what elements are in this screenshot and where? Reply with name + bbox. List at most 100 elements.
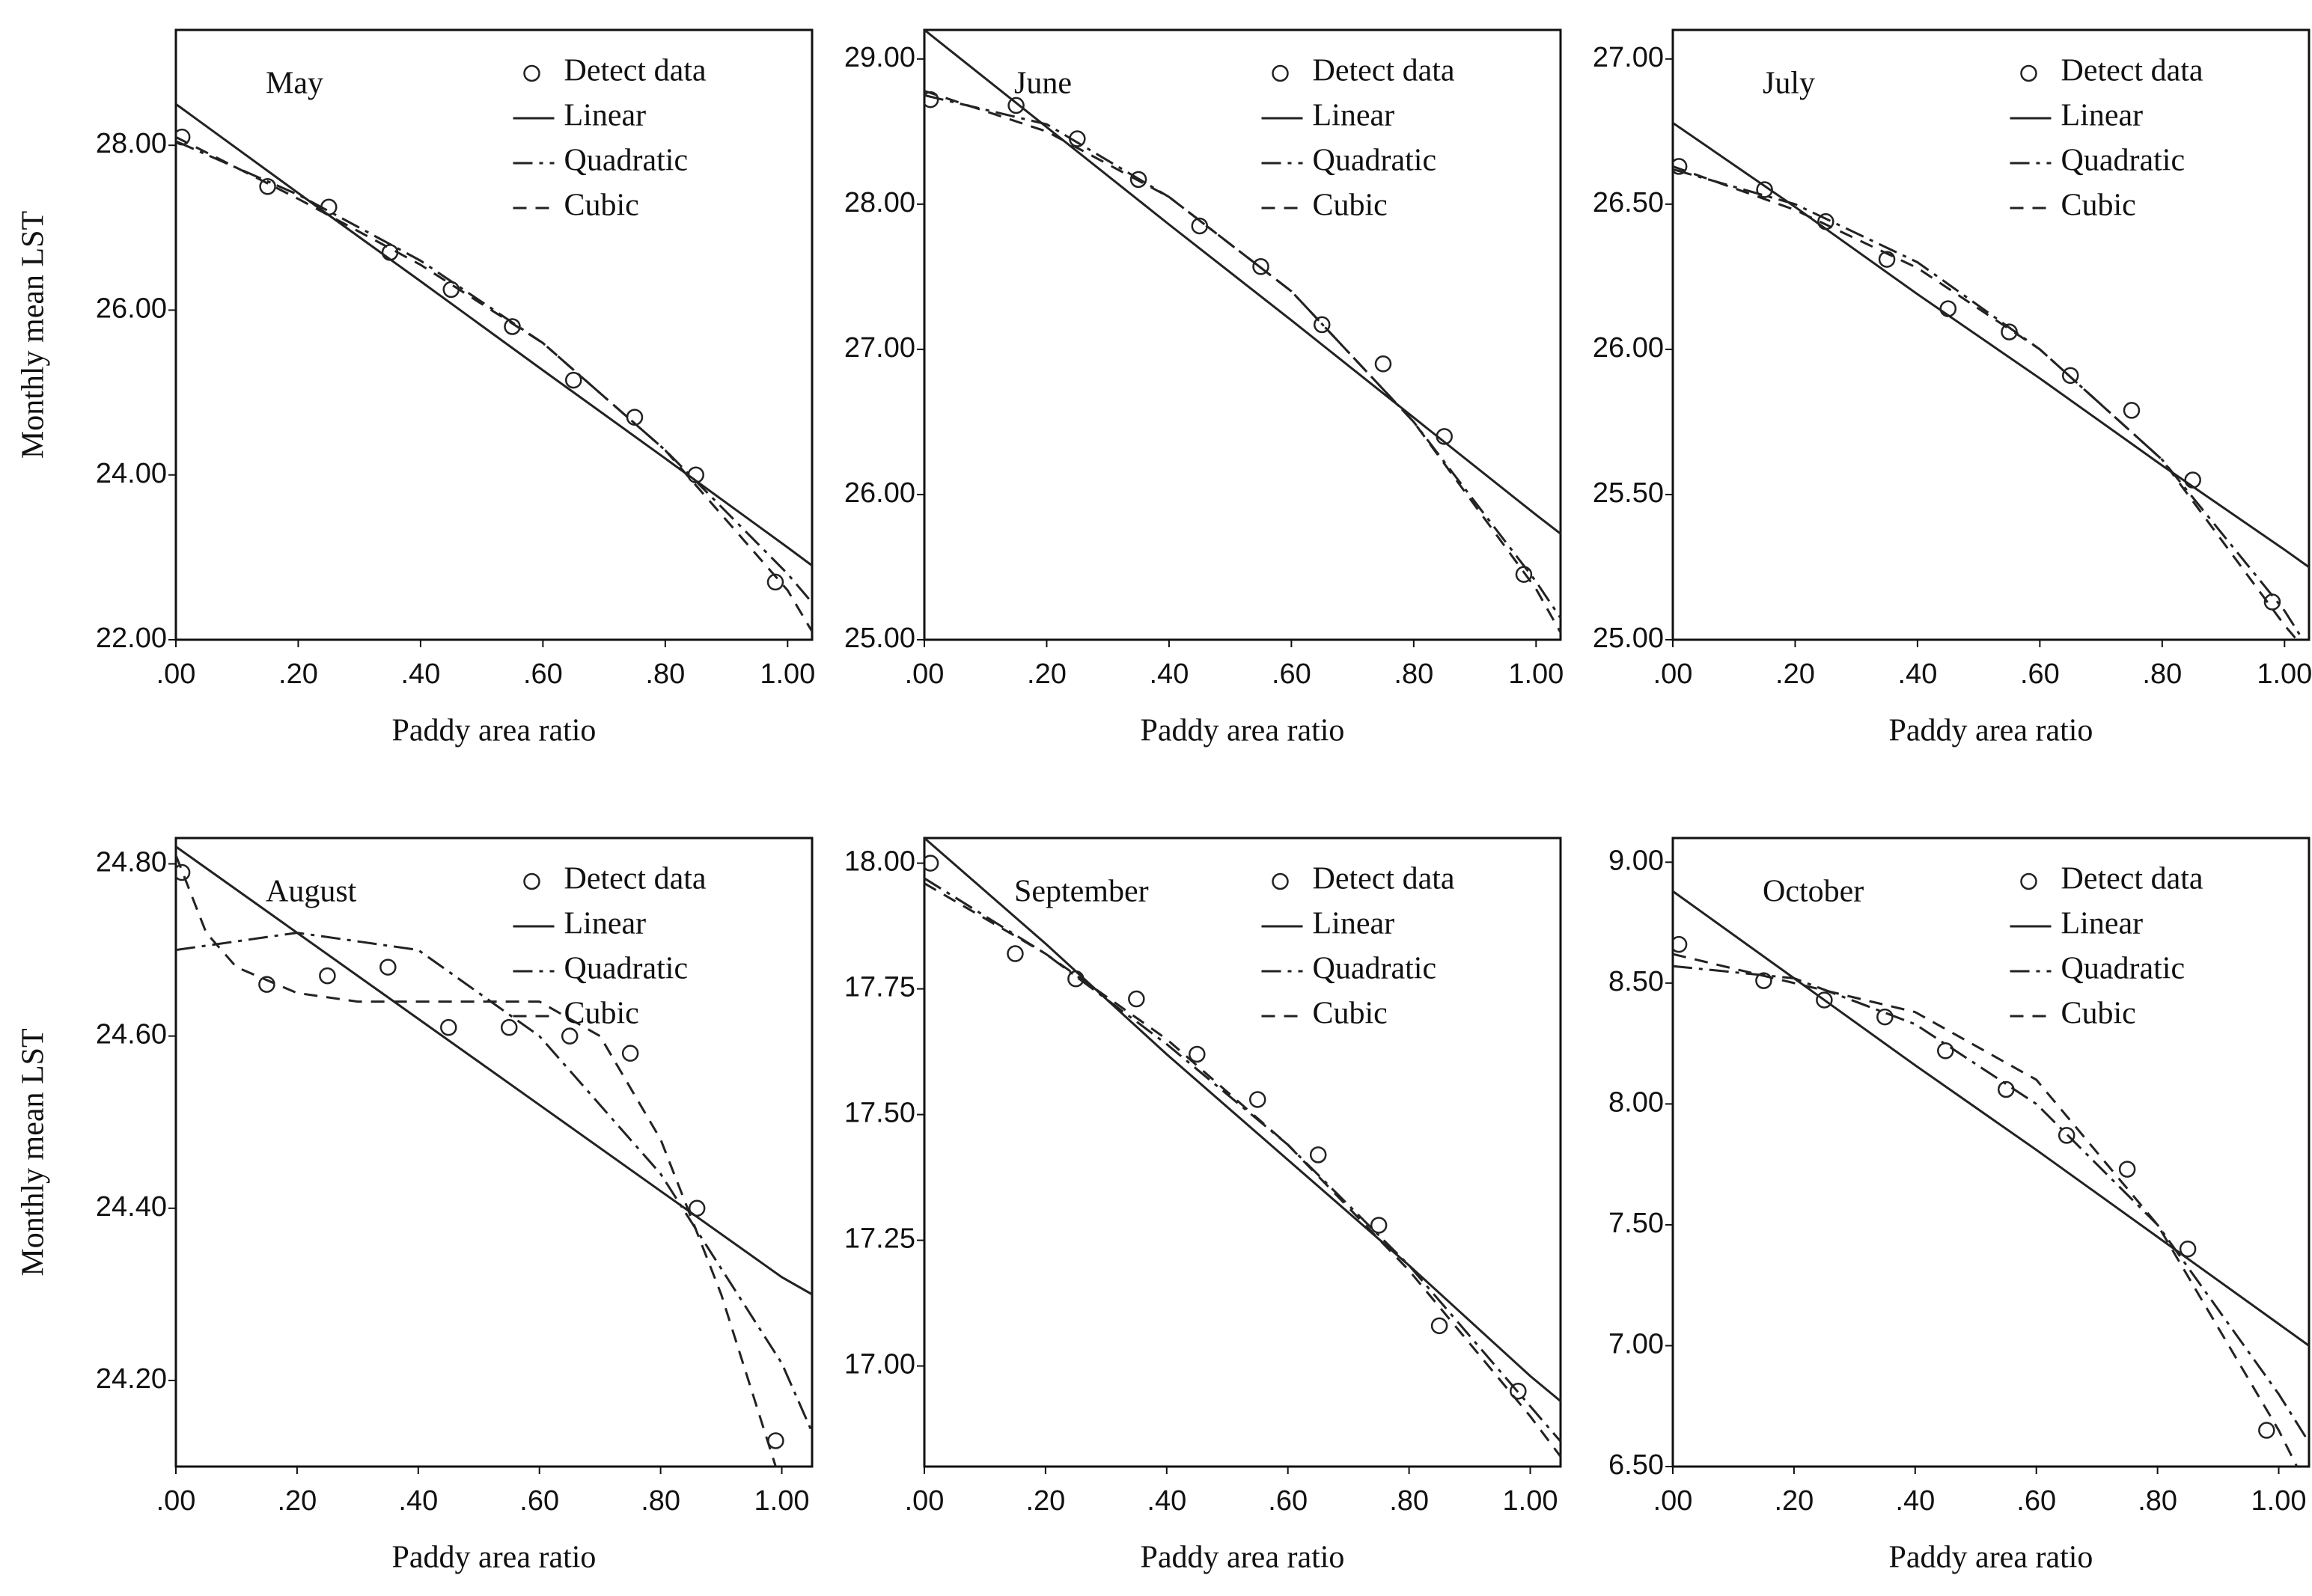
legend-label: Quadratic — [2061, 952, 2186, 986]
panel-title: October — [1763, 875, 1864, 909]
y-tick-label: 27.00 — [844, 332, 915, 364]
data-point — [1252, 258, 1269, 275]
y-tick-label: 24.40 — [96, 1191, 167, 1223]
x-tick-label: .20 — [1774, 1485, 1814, 1517]
fit-line — [176, 846, 812, 1296]
plot-area — [1673, 890, 2309, 1467]
data-point — [1997, 1080, 2015, 1098]
x-tick-label: 1.00 — [1508, 658, 1564, 690]
legend-label: Quadratic — [1313, 952, 1437, 986]
x-tick-label: .60 — [1268, 1485, 1308, 1517]
data-point — [1007, 945, 1024, 962]
y-tick-label: 24.00 — [96, 458, 167, 489]
y-tick-label: 26.00 — [844, 477, 915, 509]
data-point — [1673, 935, 1688, 953]
y-tick-label: 7.00 — [1608, 1328, 1664, 1360]
plot-frame — [1671, 28, 2311, 641]
data-point — [1755, 972, 1772, 989]
data-point — [2179, 1240, 2197, 1258]
y-axis-label: Monthly mean LST — [16, 1028, 51, 1276]
x-tick-label: .20 — [1775, 658, 1815, 690]
data-point — [561, 1027, 579, 1045]
fit-line — [924, 877, 1561, 1443]
fit-line — [1673, 953, 2299, 1467]
data-point — [1756, 181, 1773, 198]
legend-label: Cubic — [564, 189, 639, 223]
data-point — [1314, 316, 1331, 334]
legend-label: Quadratic — [564, 952, 689, 986]
plot-frame — [923, 28, 1562, 641]
plot-area — [176, 103, 812, 632]
x-tick-label: .60 — [519, 1485, 559, 1517]
fit-line — [924, 838, 1561, 1402]
fit-line — [176, 932, 812, 1433]
y-axis-label: Monthly mean LST — [16, 211, 51, 459]
y-tick-label: 17.50 — [844, 1098, 915, 1129]
data-point — [2123, 402, 2141, 419]
y-tick-label: 25.00 — [844, 623, 915, 654]
plot-frame — [174, 28, 814, 641]
x-tick-label: .40 — [401, 658, 441, 690]
panel: .00 .20 .40 .60 .80 1.00 6.50 7.00 7.50 8.00 8.50 9… — [1608, 837, 2311, 1575]
fit-line — [1673, 890, 2309, 1347]
x-tick-label: .40 — [1147, 1485, 1186, 1517]
legend-marker — [1272, 872, 1289, 890]
y-tick-label: 17.25 — [844, 1223, 915, 1255]
x-axis-label: Paddy area ratio — [392, 714, 597, 748]
data-point — [1937, 1042, 1954, 1060]
y-tick-label: 25.00 — [1593, 623, 1664, 654]
data-point — [2118, 1161, 2136, 1178]
data-point — [1816, 991, 1833, 1009]
x-tick-label: .20 — [277, 1485, 317, 1517]
plot-area — [924, 838, 1561, 1458]
panel: .00 .20 .40 .60 .80 1.00 25.00 26.00 27.00 28.00 2… — [844, 28, 1564, 748]
legend-marker — [523, 872, 540, 890]
fit-line — [1673, 168, 2305, 640]
data-point — [319, 967, 336, 985]
x-tick-label: 1.00 — [2251, 1485, 2307, 1517]
legend-label: Detect data — [564, 54, 707, 88]
data-point — [2062, 367, 2079, 385]
legend-label: Linear — [2061, 99, 2144, 133]
x-tick-label: .40 — [1895, 1485, 1935, 1517]
x-tick-label: .00 — [905, 658, 945, 690]
data-point — [1510, 1382, 1527, 1400]
x-tick-label: .80 — [645, 658, 685, 690]
y-tick-label: 7.50 — [1608, 1208, 1664, 1239]
panel-title: September — [1014, 875, 1149, 909]
data-point — [565, 371, 582, 389]
plot-area — [176, 846, 812, 1467]
x-axis-label: Paddy area ratio — [392, 1541, 597, 1575]
y-tick-label: 17.75 — [844, 972, 915, 1003]
legend-label: Cubic — [2061, 189, 2136, 223]
fit-line — [176, 135, 812, 632]
legend-label: Detect data — [2061, 54, 2203, 88]
data-point — [766, 573, 784, 591]
x-tick-label: .00 — [156, 658, 196, 690]
legend-label: Cubic — [1313, 997, 1388, 1031]
panel: .00 .20 .40 .60 .80 1.00 24.20 24.40 24.60 24.80 P… — [16, 837, 814, 1575]
y-tick-label: 28.00 — [844, 187, 915, 218]
fit-line — [924, 30, 1561, 535]
y-tick-label: 24.80 — [96, 847, 167, 878]
legend-label: Cubic — [564, 997, 639, 1031]
y-tick-label: 8.50 — [1608, 966, 1664, 997]
fit-line — [924, 882, 1561, 1458]
data-point — [924, 854, 939, 872]
x-tick-label: .80 — [1389, 1485, 1429, 1517]
legend-label: Linear — [1313, 907, 1395, 941]
x-tick-label: .60 — [523, 658, 563, 690]
data-point — [1374, 355, 1392, 373]
panel-title: June — [1014, 67, 1072, 101]
x-tick-label: .20 — [1027, 658, 1067, 690]
legend-label: Detect data — [1313, 862, 1455, 896]
y-tick-label: 8.00 — [1608, 1086, 1664, 1118]
legend-label: Linear — [1313, 99, 1395, 133]
plot-area — [924, 30, 1561, 634]
y-tick-label: 25.50 — [1593, 477, 1664, 509]
x-tick-label: .60 — [2020, 658, 2060, 690]
fit-line — [1673, 121, 2309, 569]
panel-title: July — [1763, 67, 1815, 101]
data-point — [2258, 1422, 2275, 1439]
